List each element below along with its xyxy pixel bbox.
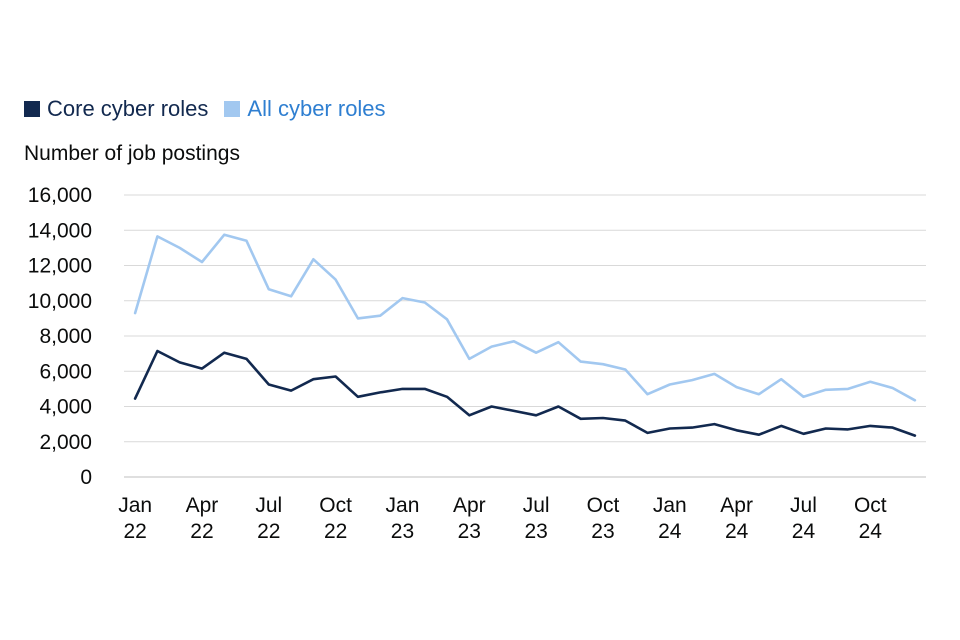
x-tick-label-month: Jul <box>790 494 817 517</box>
chart-legend: Core cyber roles All cyber roles <box>24 96 402 122</box>
y-tick-label: 8,000 <box>39 325 92 348</box>
x-tick-label-year: 23 <box>591 520 614 543</box>
x-tick-label-year: 22 <box>190 520 213 543</box>
legend-label-all: All cyber roles <box>247 96 386 121</box>
x-tick-label-year: 22 <box>123 520 146 543</box>
y-tick-label: 4,000 <box>39 396 92 419</box>
x-tick-label-year: 24 <box>658 520 682 543</box>
x-tick-label-month: Jul <box>523 494 550 517</box>
y-tick-label: 2,000 <box>39 431 92 454</box>
y-tick-label: 12,000 <box>28 255 92 278</box>
y-tick-label: 16,000 <box>28 184 92 207</box>
y-tick-label: 6,000 <box>39 360 92 383</box>
x-tick-label-year: 24 <box>859 520 883 543</box>
legend-label-core: Core cyber roles <box>47 96 209 121</box>
x-tick-label-month: Jul <box>255 494 282 517</box>
legend-item-core: Core cyber roles <box>24 96 208 122</box>
legend-swatch-all <box>224 101 241 117</box>
y-tick-label: 14,000 <box>28 219 92 242</box>
x-tick-label-month: Apr <box>453 494 486 517</box>
x-tick-label-year: 24 <box>725 520 749 543</box>
y-tick-label: 10,000 <box>28 290 92 313</box>
x-tick-label-year: 22 <box>324 520 347 543</box>
series-line-all <box>133 233 917 402</box>
x-tick-label-month: Jan <box>653 494 687 517</box>
series-line-core <box>133 349 917 437</box>
x-tick-label-year: 22 <box>257 520 280 543</box>
x-tick-label-year: 23 <box>524 520 547 543</box>
x-tick-label-month: Oct <box>854 494 887 517</box>
x-tick-label-month: Apr <box>720 494 753 517</box>
x-tick-label-month: Apr <box>186 494 219 517</box>
x-tick-label-month: Oct <box>587 494 620 517</box>
x-tick-label-month: Jan <box>386 494 420 517</box>
x-tick-label-year: 24 <box>792 520 816 543</box>
legend-item-all: All cyber roles <box>224 96 386 122</box>
legend-swatch-core <box>24 101 40 117</box>
x-tick-label-month: Oct <box>319 494 352 517</box>
x-tick-label-year: 23 <box>391 520 414 543</box>
x-tick-label-month: Jan <box>118 494 152 517</box>
y-axis-label: Number of job postings <box>24 142 240 165</box>
x-tick-label-year: 23 <box>458 520 481 543</box>
y-tick-label: 0 <box>80 466 92 489</box>
